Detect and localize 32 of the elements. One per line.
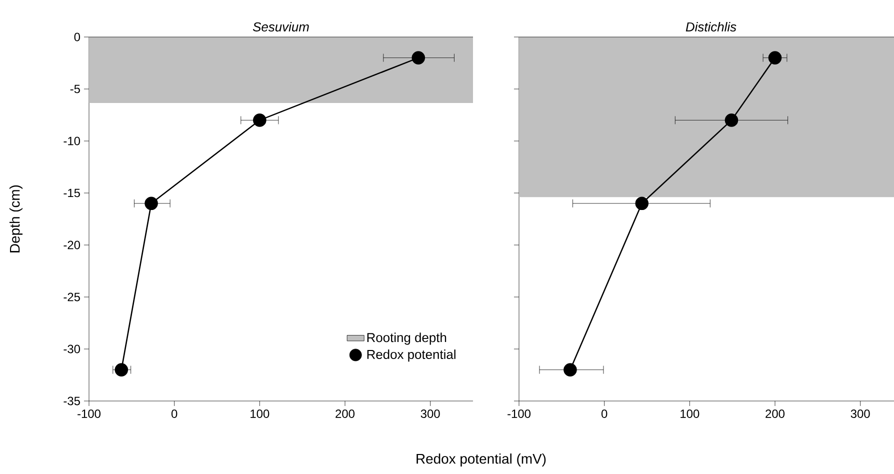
x-axis-title: Redox potential (mV) <box>416 453 546 466</box>
point <box>412 51 426 64</box>
point <box>724 114 738 127</box>
x-tick-label: 200 <box>336 410 355 418</box>
y-tick-label: -5 <box>70 84 80 94</box>
chart-title: Sesuvium <box>252 22 309 32</box>
x-tick-label: -100 <box>78 410 100 418</box>
y-tick-label: -10 <box>64 136 80 146</box>
x-tick-label: 300 <box>420 410 440 418</box>
legend-label: Rooting depth <box>367 332 446 345</box>
y-tick-label: -30 <box>64 344 80 354</box>
x-tick-label: 100 <box>680 410 700 418</box>
chart-title: Distichlis <box>686 22 736 32</box>
y-axis-title: Depth (cm) <box>9 185 22 252</box>
x-tick-label: 200 <box>766 410 785 418</box>
x-tick-label: -100 <box>508 410 531 418</box>
y-tick-label: -35 <box>64 396 80 406</box>
point <box>253 114 266 127</box>
point <box>564 363 577 376</box>
point <box>768 51 782 64</box>
x-tick-label: 0 <box>601 410 608 418</box>
point <box>144 196 158 210</box>
y-tick-label: 0 <box>74 32 80 42</box>
x-tick-label: 300 <box>850 410 870 418</box>
y-tick-label: -25 <box>64 292 80 302</box>
point <box>635 196 649 210</box>
y-tick-label: -15 <box>64 188 80 198</box>
y-tick-label: -20 <box>64 240 80 250</box>
x-tick-label: 0 <box>171 410 178 418</box>
point <box>114 363 128 376</box>
legend-label: Redox potential <box>367 350 456 362</box>
x-tick-label: 100 <box>250 410 270 418</box>
